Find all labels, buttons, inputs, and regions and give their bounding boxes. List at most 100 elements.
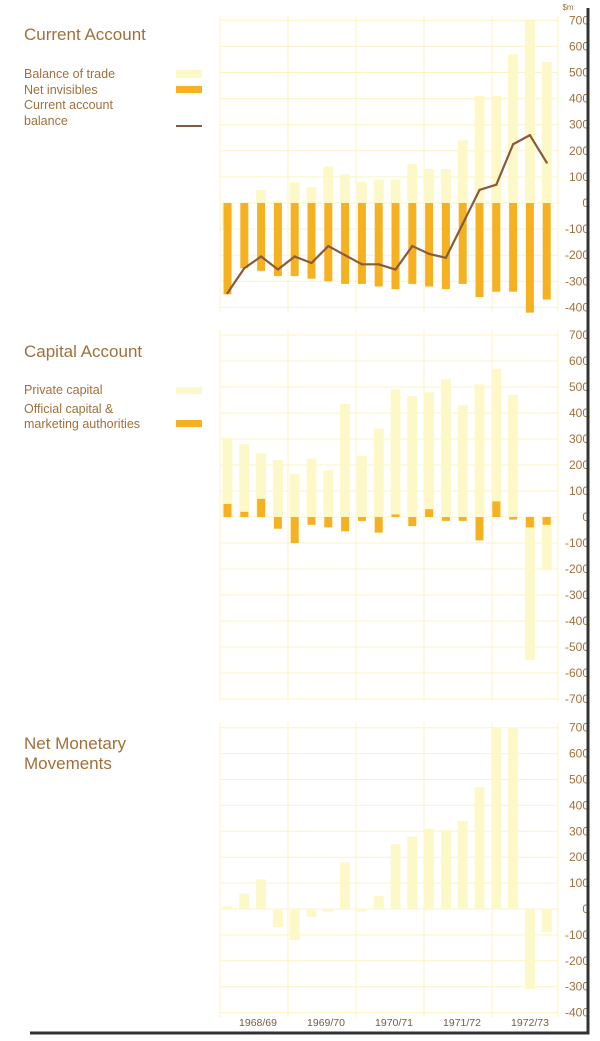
light-bar-2-2 xyxy=(256,879,267,909)
light-bar-1-14 xyxy=(457,405,468,517)
light-bar-2-0 xyxy=(222,906,233,909)
dark-bar-1-7 xyxy=(341,517,350,532)
y-tick-label: 200 xyxy=(569,850,589,864)
y-tick-label: -400 xyxy=(565,614,589,628)
light-bar-0-16 xyxy=(491,95,502,203)
line-point xyxy=(343,254,347,257)
dark-bar-1-2 xyxy=(257,498,266,517)
legend-balance-of-trade-label: Balance of trade xyxy=(24,67,116,81)
light-bar-0-2 xyxy=(256,189,267,203)
y-tick-label: 400 xyxy=(569,406,589,420)
y-tick-label: 400 xyxy=(569,92,589,106)
line-point xyxy=(411,244,414,248)
dark-bar-1-16 xyxy=(492,501,501,517)
dark-bar-1-5 xyxy=(307,517,316,525)
line-point xyxy=(495,183,498,186)
y-tick-label: 700 xyxy=(569,13,589,27)
dark-bar-0-16 xyxy=(492,203,501,292)
light-bar-0-12 xyxy=(424,169,435,203)
y-tick-label: -200 xyxy=(565,954,589,968)
light-bar-0-5 xyxy=(306,187,317,203)
light-bar-2-13 xyxy=(440,830,451,909)
y-tick-label: -600 xyxy=(565,666,589,680)
light-bar-0-19 xyxy=(541,62,552,204)
legend-private-capital-swatch xyxy=(176,387,202,394)
frame-corner xyxy=(30,8,590,1035)
light-bar-0-9 xyxy=(373,179,384,203)
legend-private-capital-label: Private capital xyxy=(24,383,103,397)
light-bar-2-11 xyxy=(407,836,418,909)
line-point xyxy=(394,268,397,271)
dark-bar-0-9 xyxy=(374,203,383,287)
dark-bar-1-3 xyxy=(273,517,282,529)
light-bar-1-17 xyxy=(508,394,519,517)
line-point xyxy=(360,263,364,266)
y-tick-label: -100 xyxy=(565,536,589,550)
y-tick-label: 500 xyxy=(569,380,589,394)
tick-layer: -400 -300 -200 -100 0 100 200 300 400 500 600 700 -7… xyxy=(239,13,589,1029)
y-tick-label: 500 xyxy=(569,773,589,787)
y-tick-label: -200 xyxy=(565,562,589,576)
y-tick-label: 600 xyxy=(569,39,589,53)
dark-bar-0-12 xyxy=(425,203,434,287)
y-tick-label: -400 xyxy=(565,300,589,314)
light-bar-1-18 xyxy=(524,517,535,660)
line-point xyxy=(444,256,448,260)
line-layer xyxy=(226,133,548,295)
dark-bar-0-19 xyxy=(542,203,551,300)
line-point xyxy=(427,252,431,256)
y-tick-label: 100 xyxy=(569,484,589,498)
dark-bar-1-1 xyxy=(240,511,249,517)
dark-bar-0-5 xyxy=(307,203,316,279)
dark-bar-1-15 xyxy=(475,517,484,541)
light-bar-0-11 xyxy=(407,163,418,203)
y-tick-label: -500 xyxy=(565,640,589,654)
light-bar-2-1 xyxy=(239,893,250,909)
y-tick-label: 100 xyxy=(569,876,589,890)
line-point xyxy=(327,244,330,248)
dark-bar-0-0 xyxy=(223,203,232,295)
dark-bar-1-13 xyxy=(441,517,450,521)
light-bar-2-12 xyxy=(424,828,435,909)
light-bar-1-0 xyxy=(222,437,233,517)
x-tick-label: 1972/73 xyxy=(511,1017,549,1029)
y-tick-label: -100 xyxy=(565,222,589,236)
light-bar-2-14 xyxy=(457,820,468,909)
dark-bar-1-11 xyxy=(408,517,417,527)
light-bar-1-12 xyxy=(424,392,435,517)
dark-bar-1-10 xyxy=(391,514,400,517)
light-bar-2-4 xyxy=(289,909,300,941)
light-bar-2-3 xyxy=(272,909,283,928)
y-tick-label: -300 xyxy=(565,588,589,602)
line-point xyxy=(478,188,481,192)
y-tick-label: 0 xyxy=(582,902,589,916)
dark-bar-0-3 xyxy=(273,203,282,277)
light-bar-1-19 xyxy=(541,517,552,571)
light-bar-1-9 xyxy=(373,428,384,517)
x-tick-label: 1971/72 xyxy=(443,1017,481,1029)
line-point xyxy=(377,263,380,266)
light-bar-1-13 xyxy=(440,379,451,517)
light-bar-0-3 xyxy=(272,200,283,203)
dark-bar-1-4 xyxy=(290,517,299,543)
light-bar-1-7 xyxy=(340,403,351,517)
y-tick-label: 600 xyxy=(569,354,589,368)
dark-bar-1-19 xyxy=(542,517,551,525)
light-bar-0-13 xyxy=(440,169,451,203)
light-bar-0-15 xyxy=(474,95,485,203)
grid-layer xyxy=(219,15,559,1018)
dark-bar-0-6 xyxy=(324,203,333,282)
bar-layer xyxy=(222,20,552,990)
y-tick-label: 300 xyxy=(569,432,589,446)
y-tick-label: 700 xyxy=(569,328,589,342)
y-tick-label: 600 xyxy=(569,747,589,761)
light-bar-1-2 xyxy=(256,453,267,517)
light-bar-1-10 xyxy=(390,389,401,517)
light-bar-2-17 xyxy=(508,727,519,909)
light-bar-1-6 xyxy=(323,470,334,517)
light-bar-2-15 xyxy=(474,787,485,909)
dark-bar-1-6 xyxy=(324,517,333,528)
light-bar-1-11 xyxy=(407,396,418,517)
y-tick-label: -300 xyxy=(565,274,589,288)
